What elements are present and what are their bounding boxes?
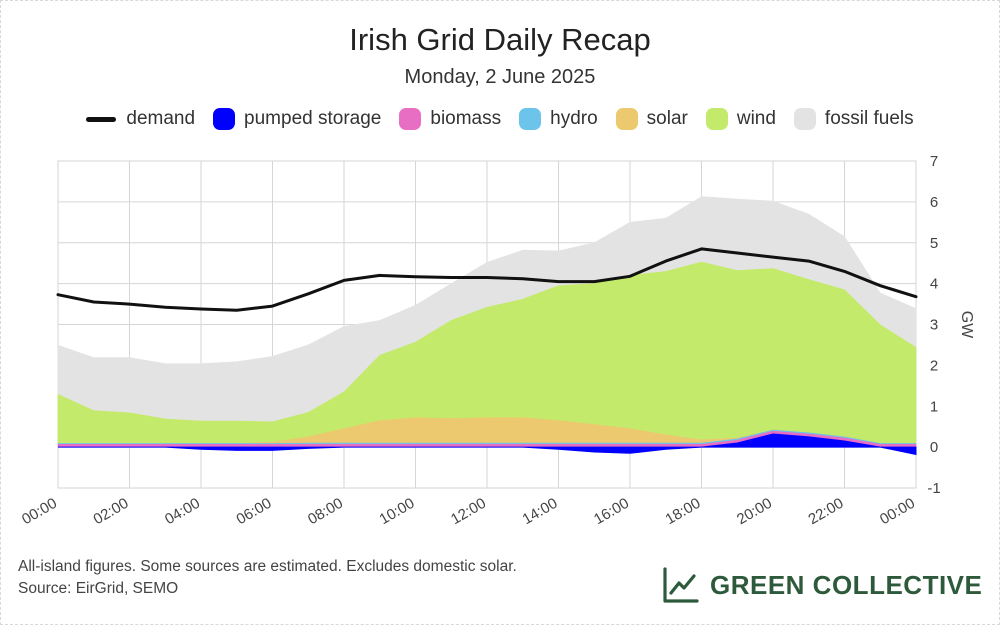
y-tick-label: 2 [930,357,938,374]
x-tick-label: 06:00 [233,495,274,528]
legend-biomass-swatch [399,108,422,130]
y-tick-label: 6 [930,194,938,211]
x-tick-label: 18:00 [662,495,703,528]
brand-logo: GREEN COLLECTIVE [662,566,982,604]
area-pumped-storage [58,433,917,456]
brand-name: GREEN COLLECTIVE [710,569,983,600]
x-tick-label: 16:00 [591,495,632,528]
legend-biomass[interactable]: biomass [399,108,501,130]
y-axis-title: GW [958,311,975,339]
y-tick-label: 4 [930,276,938,293]
legend-pumped-storage-swatch [213,108,236,130]
legend-fossil-fuels-swatch [793,108,816,130]
x-tick-label: 08:00 [305,495,346,528]
line-chart-icon [663,567,699,603]
x-tick-label: 22:00 [805,495,846,528]
chart-legend: demand pumped storage biomass hydro sola… [0,108,1000,130]
legend-hydro[interactable]: hydro [519,108,598,130]
footnote-source: Source: EirGrid, SEMO [18,580,179,597]
x-tick-label: 00:00 [877,495,918,528]
legend-solar[interactable]: solar [615,108,688,130]
chart-subtitle: Monday, 2 June 2025 [404,66,596,88]
footnote: All-island figures. Some sources are est… [18,556,517,600]
legend-pumped-storage[interactable]: pumped storage [213,108,381,130]
chart-title: Irish Grid Daily Recap [349,22,651,57]
legend-demand-label: demand [126,108,196,129]
legend-biomass-label: biomass [430,108,502,129]
footnote-line-1: All-island figures. Some sources are est… [18,558,517,575]
legend-hydro-label: hydro [550,108,598,129]
x-tick-label: 00:00 [19,495,60,528]
y-tick-label: 5 [930,235,938,252]
y-tick-label: -1 [927,480,940,497]
x-tick-label: 14:00 [519,495,560,528]
x-tick-label: 02:00 [90,495,131,528]
legend-hydro-swatch [519,108,542,130]
legend-pumped-storage-label: pumped storage [244,108,382,129]
legend-demand[interactable]: demand [86,108,195,130]
y-tick-label: 7 [930,153,938,170]
line-demand [56,247,918,312]
legend-wind-swatch [705,108,728,130]
y-tick-label: 3 [930,317,938,334]
legend-demand-swatch [86,116,117,122]
x-tick-label: 04:00 [162,495,203,528]
x-tick-label: 20:00 [734,495,775,528]
legend-solar-label: solar [646,108,688,129]
legend-fossil-fuels-label: fossil fuels [824,108,914,129]
x-tick-label: 10:00 [376,495,417,528]
x-tick-label: 12:00 [448,495,489,528]
legend-solar-swatch [615,108,638,130]
y-tick-label: 0 [930,439,938,456]
y-tick-label: 1 [930,398,938,415]
legend-fossil-fuels[interactable]: fossil fuels [793,108,914,130]
legend-wind-label: wind [736,108,776,129]
legend-wind[interactable]: wind [705,108,776,130]
